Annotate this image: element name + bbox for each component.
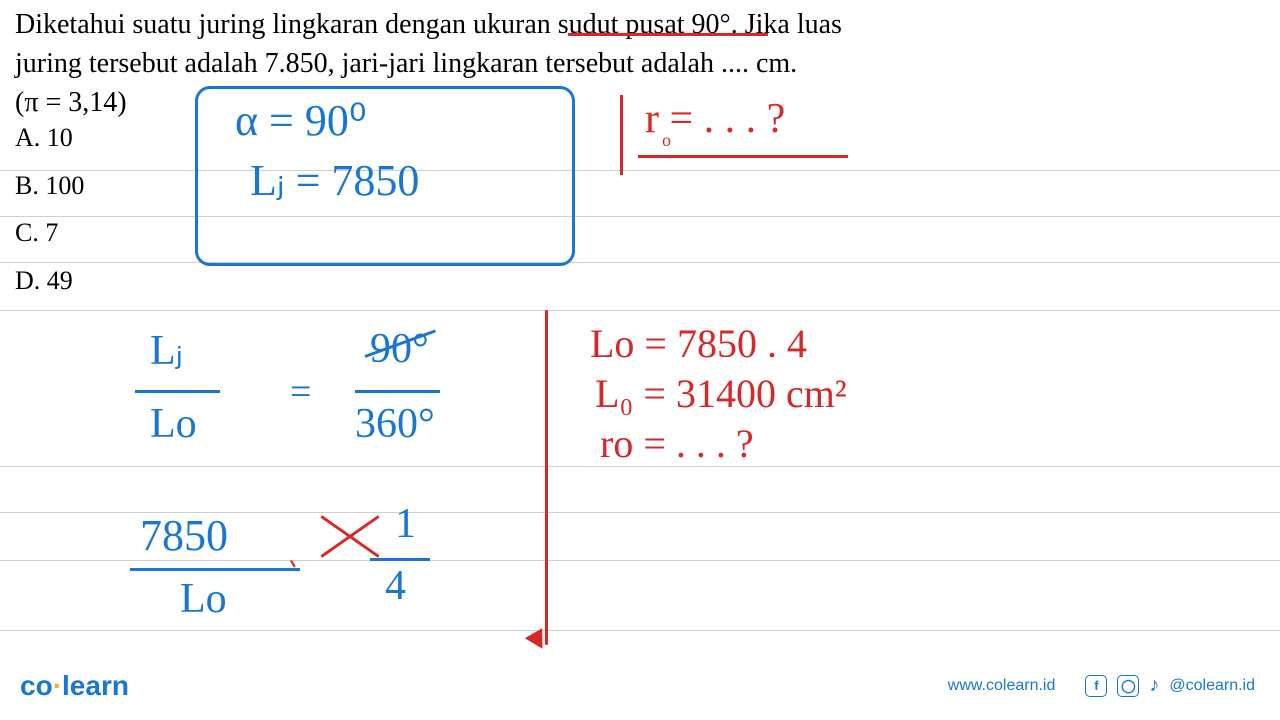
hw-lo-calc1: Lo = 7850 . 4 [590, 320, 807, 367]
red-underline [568, 33, 768, 36]
option-a: A. 10 [15, 115, 84, 161]
hw-frac2-line [130, 568, 300, 571]
footer: co·learn www.colearn.id f ◯ ♪ @colearn.i… [0, 662, 1280, 702]
option-c: C. 7 [15, 210, 84, 256]
footer-url: www.colearn.id [948, 677, 1056, 695]
hw-frac-360: 360° [355, 400, 435, 448]
ruled-line [0, 216, 1280, 217]
hw-alpha: α = 90⁰ [235, 95, 367, 146]
ruled-line [0, 630, 1280, 631]
hw-frac2-top: 7850 [140, 510, 228, 561]
hw-equals1: = [290, 370, 311, 414]
answer-options: A. 10 B. 100 C. 7 D. 49 [15, 115, 84, 305]
red-divider-1 [620, 95, 623, 175]
logo-learn: learn [62, 670, 129, 701]
hw-frac3-top: 1 [395, 500, 416, 548]
hw-frac-lj: Lⱼ [150, 325, 183, 375]
hw-frac3-line [370, 558, 430, 561]
ruled-line [0, 262, 1280, 263]
hw-equals2-dots: 、 [286, 537, 318, 577]
facebook-icon: f [1085, 675, 1107, 697]
hw-ro-calc: ro = . . . ? [600, 420, 754, 467]
logo-dot: · [53, 670, 62, 701]
logo-co: co [20, 670, 53, 701]
hw-frac-line2 [355, 390, 440, 393]
ruled-line [0, 310, 1280, 311]
hw-r-sub: o [662, 130, 671, 151]
instagram-icon: ◯ [1117, 675, 1139, 697]
hw-lj: Lⱼ = 7850 [250, 155, 419, 206]
hw-frac2-bot: Lo [180, 575, 227, 623]
logo: co·learn [20, 670, 129, 702]
question-line2: juring tersebut adalah 7.850, jari-jari … [15, 48, 797, 79]
tiktok-icon: ♪ [1149, 674, 1159, 697]
hw-frac3-bot: 4 [385, 562, 406, 610]
footer-handle: @colearn.id [1169, 677, 1255, 695]
ruled-line [0, 170, 1280, 171]
hw-frac-line1 [135, 390, 220, 393]
red-underline-r [638, 155, 848, 158]
footer-right: www.colearn.id f ◯ ♪ @colearn.id [948, 674, 1255, 697]
hw-frac-lo: Lo [150, 400, 197, 448]
option-b: B. 100 [15, 163, 84, 209]
question-line3: (π = 3,14) [15, 87, 127, 118]
hw-lo-calc2: L₀ = 31400 cm² [595, 370, 847, 417]
red-divider-2 [545, 310, 548, 645]
option-d: D. 49 [15, 258, 84, 304]
